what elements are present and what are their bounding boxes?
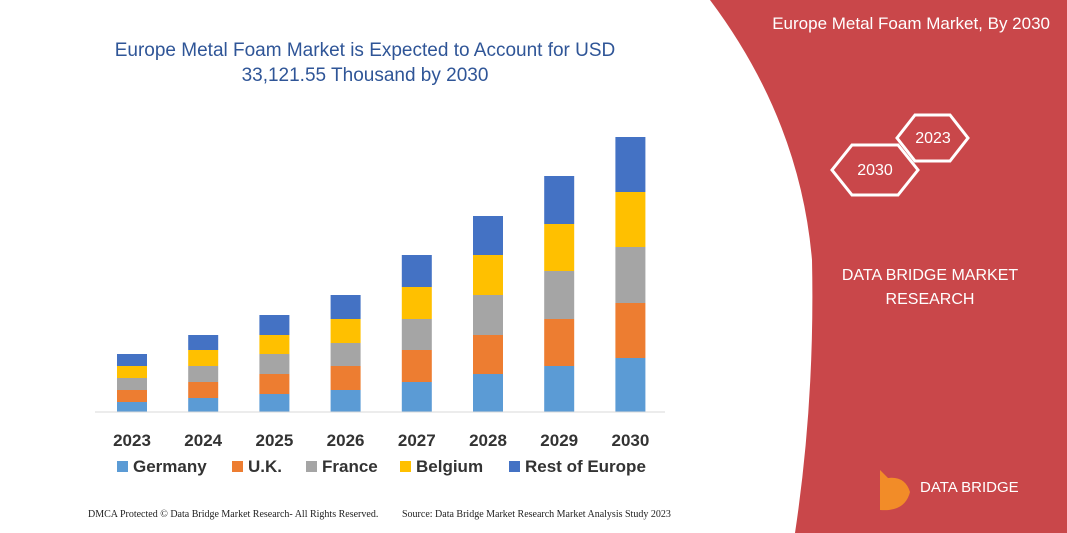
bar-segment — [401, 319, 432, 350]
bar-segment — [259, 315, 290, 335]
bar-segment — [615, 137, 646, 192]
x-tick-label: 2030 — [611, 431, 649, 450]
logo-icon — [880, 470, 910, 511]
bar-segment — [473, 295, 503, 335]
legend-label: Rest of Europe — [525, 457, 646, 476]
bar-segment — [615, 192, 646, 247]
bar-segment — [330, 390, 361, 412]
bar-segment — [473, 335, 503, 374]
x-tick-label: 2023 — [113, 431, 151, 450]
legend-label: Belgium — [416, 457, 483, 476]
bar-segment — [330, 295, 361, 319]
bar-segment — [259, 394, 290, 412]
footer-right: Source: Data Bridge Market Research Mark… — [402, 509, 671, 520]
bar-segment — [330, 366, 361, 390]
hex-label: 2030 — [857, 162, 893, 179]
legend-swatch — [232, 461, 243, 472]
x-tick-label: 2027 — [398, 431, 436, 450]
x-tick-label: 2024 — [184, 431, 222, 450]
bar-segment — [117, 366, 147, 378]
legend-swatch — [400, 461, 411, 472]
brand-name: DATA BRIDGE MARKET RESEARCH — [841, 267, 1019, 308]
bar-segment — [544, 224, 575, 271]
bar-segment — [188, 350, 219, 366]
hexagon — [830, 143, 920, 197]
bar-segment — [259, 354, 290, 374]
bar-segment — [188, 398, 219, 412]
bar-segment — [117, 378, 147, 390]
bar-segment — [117, 402, 147, 412]
hexagon — [895, 113, 970, 163]
bar-segment — [473, 216, 503, 255]
bar-segment — [259, 335, 290, 354]
legend-swatch — [509, 461, 520, 472]
side-panel — [710, 0, 1067, 533]
x-tick-label: 2028 — [469, 431, 507, 450]
bar-segment — [401, 287, 432, 319]
bar-segment — [401, 255, 432, 287]
x-tick-label: 2026 — [327, 431, 365, 450]
footer-left: DMCA Protected © Data Bridge Market Rese… — [88, 509, 379, 520]
bar-segment — [188, 366, 219, 382]
bar-segment — [615, 303, 646, 358]
logo-text: DATA BRIDGE — [920, 479, 1019, 496]
bar-segment — [544, 271, 575, 319]
bar-segment — [544, 176, 575, 224]
bar-segment — [259, 374, 290, 394]
legend-label: U.K. — [248, 457, 282, 476]
legend-swatch — [306, 461, 317, 472]
bar-segment — [330, 343, 361, 366]
bar-segment — [188, 382, 219, 398]
x-tick-label: 2029 — [540, 431, 578, 450]
legend-swatch — [117, 461, 128, 472]
bar-segment — [473, 374, 503, 412]
chart-title: Europe Metal Foam Market is Expected to … — [114, 40, 616, 86]
bar-segment — [615, 358, 646, 412]
bar-segment — [544, 319, 575, 366]
bar-segment — [117, 390, 147, 402]
x-tick-label: 2025 — [255, 431, 293, 450]
bar-segment — [473, 255, 503, 295]
bar-segment — [188, 335, 219, 350]
bar-segment — [401, 350, 432, 382]
bar-segment — [330, 319, 361, 343]
legend-label: France — [322, 457, 378, 476]
panel-heading: Europe Metal Foam Market, By 2030 — [772, 14, 1050, 33]
hex-label: 2023 — [915, 130, 951, 147]
bar-segment — [401, 382, 432, 412]
legend-label: Germany — [133, 457, 207, 476]
bar-segment — [117, 354, 147, 366]
bar-segment — [544, 366, 575, 412]
bar-segment — [615, 247, 646, 303]
